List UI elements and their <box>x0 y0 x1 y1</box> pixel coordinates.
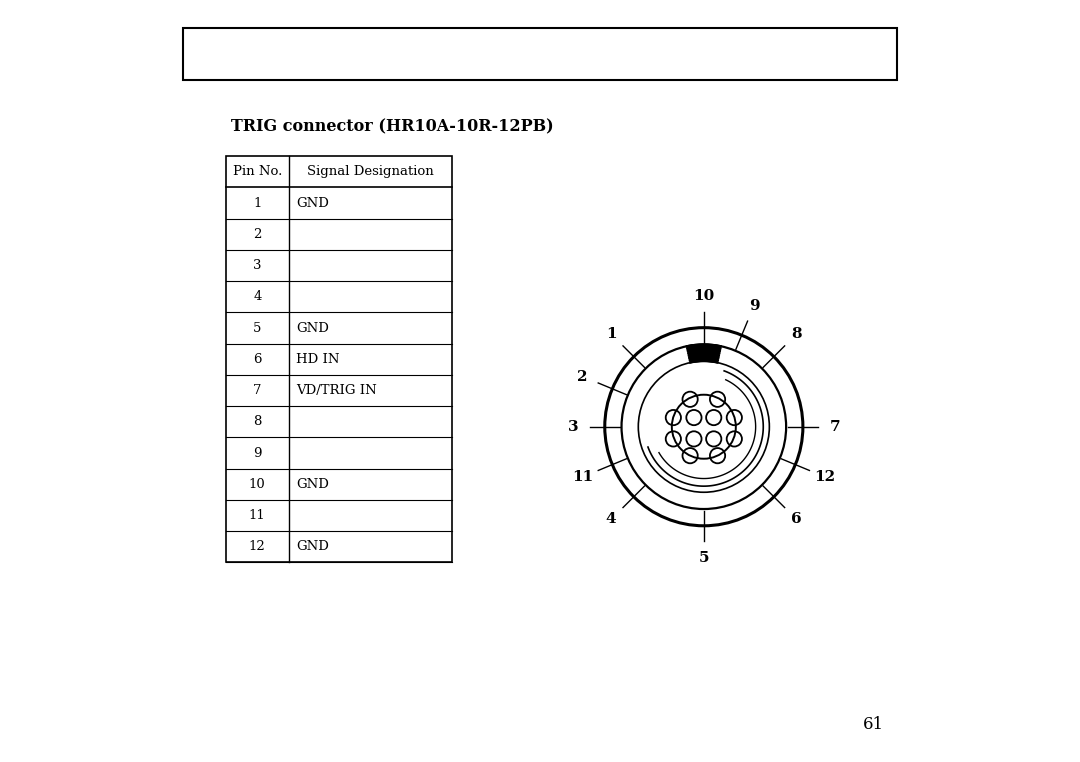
Text: 4: 4 <box>253 290 261 303</box>
Text: 7: 7 <box>253 384 261 397</box>
Text: TRIG connector (HR10A-10R-12PB): TRIG connector (HR10A-10R-12PB) <box>231 118 554 135</box>
Text: 10: 10 <box>693 289 715 303</box>
Text: 5: 5 <box>253 322 261 335</box>
Text: 8: 8 <box>253 415 261 428</box>
Text: 9: 9 <box>253 447 261 459</box>
Text: GND: GND <box>296 197 329 210</box>
FancyBboxPatch shape <box>226 156 453 562</box>
FancyBboxPatch shape <box>184 28 896 80</box>
Text: 12: 12 <box>248 540 266 553</box>
Text: 2: 2 <box>578 370 588 383</box>
Text: GND: GND <box>296 540 329 553</box>
Text: 5: 5 <box>699 551 710 565</box>
Text: 10: 10 <box>248 478 266 491</box>
Text: Pin No.: Pin No. <box>232 165 282 178</box>
Text: 11: 11 <box>572 470 593 484</box>
Text: GND: GND <box>296 478 329 491</box>
Text: 1: 1 <box>606 327 617 341</box>
Text: 12: 12 <box>814 470 836 484</box>
Text: 7: 7 <box>829 420 840 434</box>
Text: 3: 3 <box>253 259 261 272</box>
Text: 9: 9 <box>748 299 759 312</box>
Text: Signal Designation: Signal Designation <box>307 165 434 178</box>
Text: 3: 3 <box>567 420 578 434</box>
Text: 6: 6 <box>253 353 261 366</box>
Text: 6: 6 <box>792 512 801 527</box>
Polygon shape <box>687 344 721 363</box>
Text: VD/TRIG IN: VD/TRIG IN <box>296 384 377 397</box>
Text: 1: 1 <box>253 197 261 210</box>
Text: GND: GND <box>296 322 329 335</box>
Text: HD IN: HD IN <box>296 353 339 366</box>
Text: 8: 8 <box>792 327 801 341</box>
Text: 11: 11 <box>248 509 266 522</box>
Text: 4: 4 <box>606 512 617 527</box>
Text: 61: 61 <box>863 716 885 733</box>
Text: 2: 2 <box>253 228 261 241</box>
